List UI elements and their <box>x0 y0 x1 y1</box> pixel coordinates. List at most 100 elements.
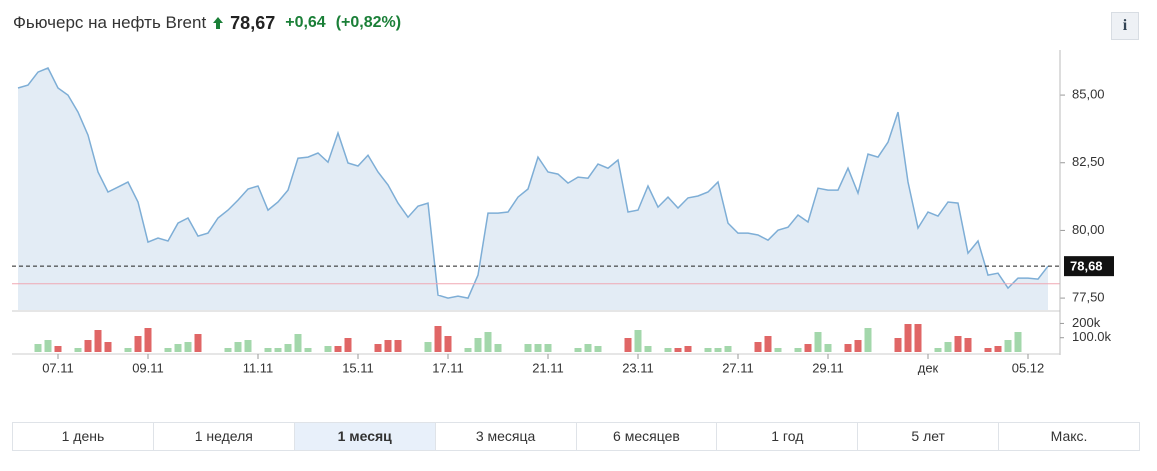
price-change: +0,64 <box>285 14 326 31</box>
x-tick-label: дек <box>918 360 939 375</box>
volume-bar <box>714 348 722 352</box>
volume-bar <box>914 324 922 352</box>
volume-y-tick-label: 100.0k <box>1072 329 1112 344</box>
range-button[interactable]: 1 день <box>13 423 154 450</box>
x-tick-label: 11.11 <box>243 360 274 375</box>
volume-bar <box>424 342 432 352</box>
volume-bar <box>774 348 782 352</box>
volume-bar <box>434 326 442 352</box>
volume-bar <box>1004 340 1012 352</box>
y-tick-label: 80,00 <box>1072 222 1105 237</box>
volume-bar <box>444 336 452 352</box>
volume-y-tick-label: 200k <box>1072 315 1101 330</box>
volume-bar <box>44 340 52 352</box>
volume-bar <box>274 348 282 352</box>
volume-bar <box>134 336 142 352</box>
volume-bar <box>264 348 272 352</box>
volume-bar <box>964 338 972 352</box>
volume-bar <box>54 346 62 352</box>
volume-bar <box>334 346 342 352</box>
volume-bar <box>224 348 232 352</box>
y-tick-label: 85,00 <box>1072 87 1105 102</box>
volume-bar <box>1014 332 1022 352</box>
volume-bar <box>644 346 652 352</box>
volume-bar <box>724 346 732 352</box>
volume-bar <box>74 348 82 352</box>
x-tick-label: 07.11 <box>42 360 74 375</box>
y-tick-label: 77,50 <box>1072 290 1105 305</box>
price-change-percent: (+0,82%) <box>335 14 402 31</box>
volume-bar <box>324 346 332 352</box>
volume-bar <box>854 340 862 352</box>
last-price-badge <box>1064 256 1114 277</box>
range-button[interactable]: 1 неделя <box>154 423 295 450</box>
volume-bar <box>124 348 132 352</box>
volume-bar <box>524 344 532 352</box>
volume-bar <box>894 338 902 352</box>
volume-bar <box>624 338 632 352</box>
x-tick-label: 15.11 <box>342 360 374 375</box>
price-area <box>18 68 1048 310</box>
volume-bar <box>944 342 952 352</box>
volume-bar <box>194 334 202 352</box>
volume-bar <box>474 338 482 352</box>
volume-bar <box>994 346 1002 352</box>
instrument-title: Фьючерс на нефть Brent <box>13 13 207 32</box>
volume-bar <box>244 340 252 352</box>
price-line <box>17 67 1049 299</box>
volume-bar <box>634 330 642 352</box>
volume-bar <box>494 344 502 352</box>
volume-bar <box>594 346 602 352</box>
x-tick-label: 29.11 <box>812 360 844 375</box>
volume-bar <box>464 348 472 352</box>
volume-bar <box>794 348 802 352</box>
volume-bar <box>754 342 762 352</box>
volume-bar <box>684 346 692 352</box>
volume-bar <box>544 344 552 352</box>
range-button[interactable]: 3 месяца <box>436 423 577 450</box>
volume-bar <box>184 342 192 352</box>
x-tick-label: 09.11 <box>132 360 164 375</box>
header: Фьючерс на нефть Brent 78,67 +0,64 (+0,8… <box>13 10 401 36</box>
volume-bar <box>234 342 242 352</box>
volume-bar <box>304 348 312 352</box>
last-price-label: 78,68 <box>1070 259 1103 274</box>
volume-bar <box>384 340 392 352</box>
volume-bar <box>954 336 962 352</box>
x-tick-label: 21.11 <box>532 360 564 375</box>
x-tick-label: 05.12 <box>1012 360 1045 375</box>
volume-bar <box>664 348 672 352</box>
volume-bar <box>674 348 682 352</box>
volume-bar <box>574 348 582 352</box>
volume-bar <box>934 348 942 352</box>
volume-bar <box>484 332 492 352</box>
volume-bar <box>394 340 402 352</box>
x-tick-label: 23.11 <box>622 360 654 375</box>
last-price: 78,67 <box>230 12 276 33</box>
range-button[interactable]: 1 месяц <box>294 423 436 450</box>
y-tick-label: 82,50 <box>1072 154 1105 169</box>
volume-bar <box>294 334 302 352</box>
volume-bar <box>344 338 352 352</box>
range-button[interactable]: Макс. <box>1050 428 1088 444</box>
range-button[interactable]: 5 лет <box>858 423 1000 450</box>
volume-bar <box>704 348 712 352</box>
volume-bar <box>144 328 152 352</box>
volume-bar <box>764 336 772 352</box>
volume-bar <box>804 344 812 352</box>
volume-bar <box>904 324 912 352</box>
volume-bar <box>984 348 992 352</box>
volume-bar <box>94 330 102 352</box>
volume-bar <box>814 332 822 352</box>
info-button[interactable]: i <box>1111 12 1139 40</box>
volume-bar <box>534 344 542 352</box>
x-tick-label: 27.11 <box>722 360 754 375</box>
volume-bar <box>284 344 292 352</box>
volume-bar <box>824 344 832 352</box>
range-button[interactable]: 6 месяцев <box>577 423 718 450</box>
volume-bar <box>164 348 172 352</box>
volume-bar <box>844 344 852 352</box>
volume-bar <box>864 328 872 352</box>
volume-bar <box>34 344 42 352</box>
range-button[interactable]: 1 год <box>717 423 859 450</box>
